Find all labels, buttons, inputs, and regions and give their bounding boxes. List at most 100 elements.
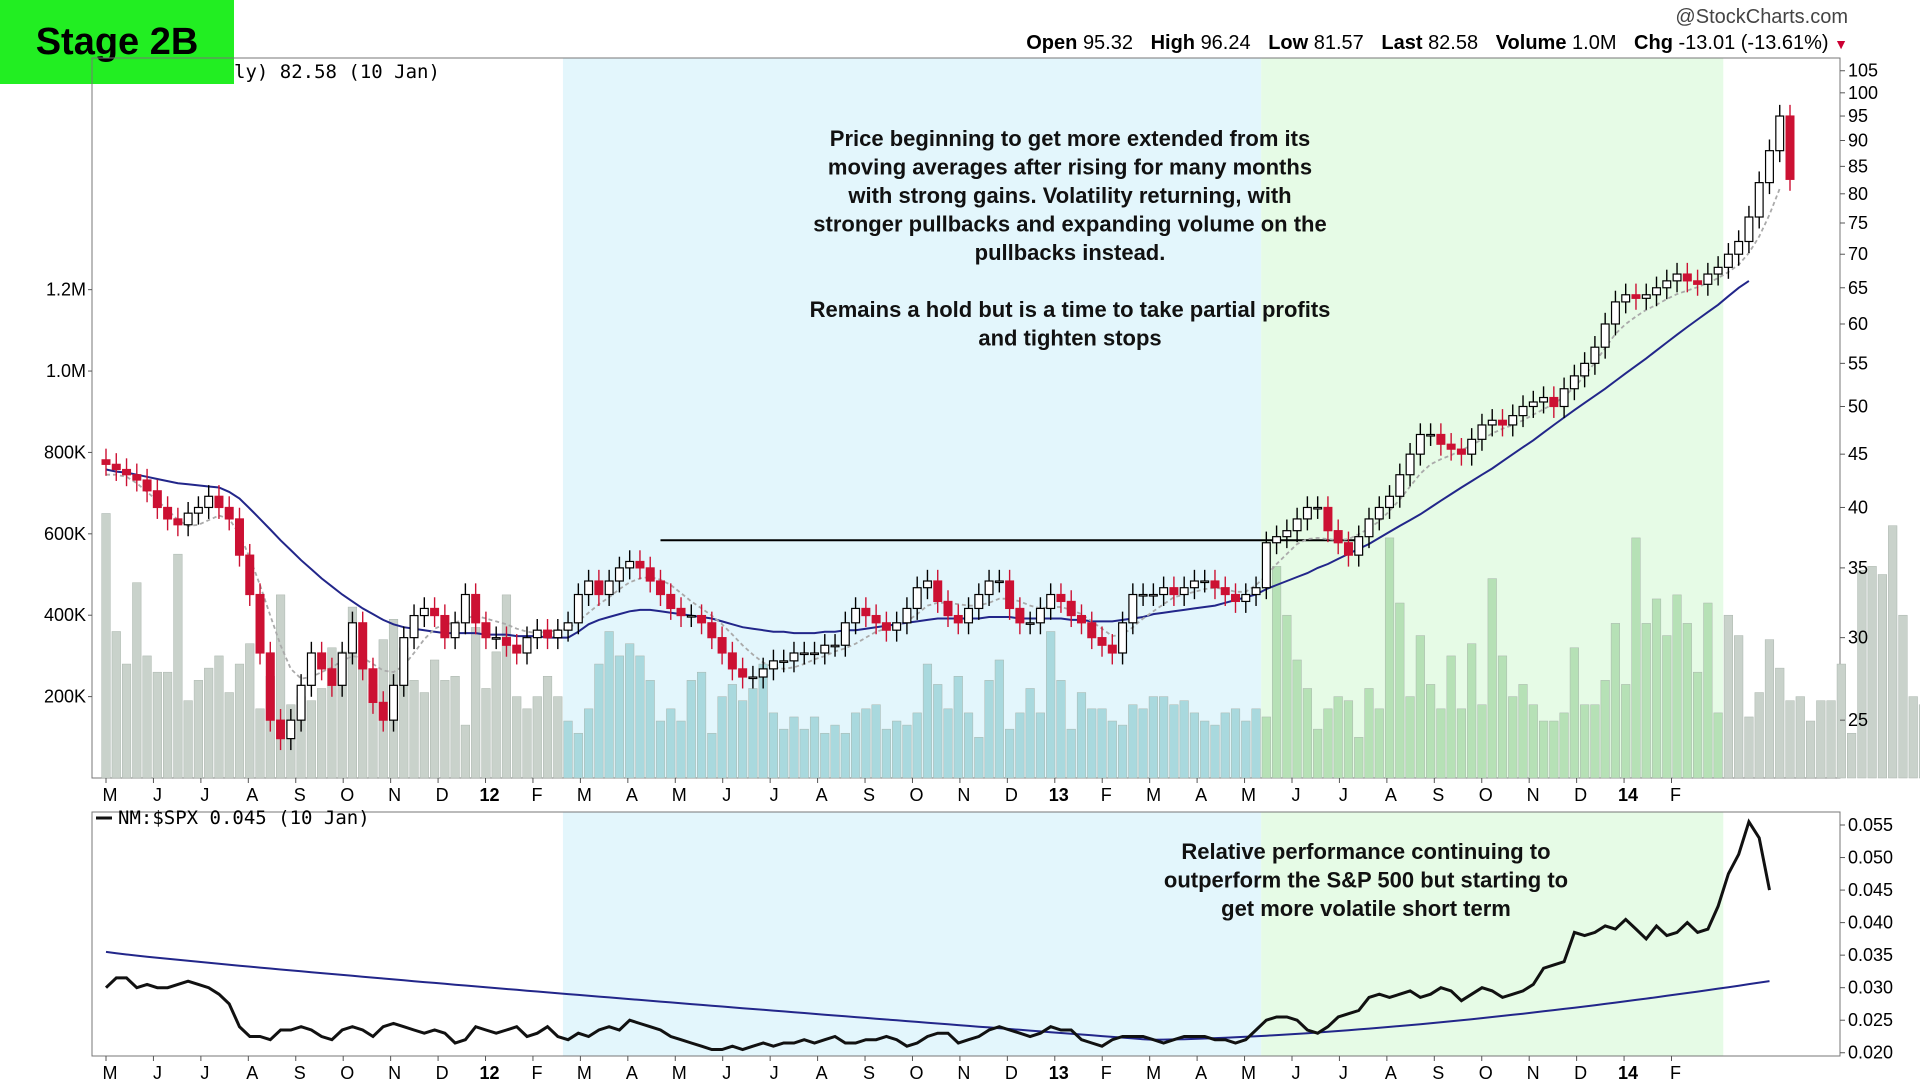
candle-body [563,622,573,631]
volume-bar [1703,602,1713,779]
volume-bar [1518,684,1528,779]
volume-bar [419,692,429,779]
volume-bar [861,708,871,779]
candle-body [306,652,316,686]
volume-bar [512,696,522,779]
rs-month-label: J [722,1063,731,1080]
candle-body [810,652,820,656]
rs-month-label: A [1195,1063,1207,1080]
volume-axis-label: 600K [44,524,86,544]
volume-bar [1487,578,1497,779]
candle-body [543,629,553,639]
candle-body [1313,506,1323,510]
volume-axis-label: 1.2M [46,280,86,300]
volume-bar [994,659,1004,779]
candle-body [881,622,891,631]
price-month-label: S [863,785,875,805]
price-axis-label: 90 [1848,131,1868,151]
volume-axis-label: 1.0M [46,361,86,381]
price-month-label: J [1291,785,1300,805]
price-axis-label: 30 [1848,628,1868,648]
volume-bar [1744,716,1754,779]
candle-body [1467,438,1477,455]
volume-bar [460,724,470,779]
volume-bar [1282,614,1292,779]
candle-body [1220,587,1230,596]
candle-body [450,622,460,639]
price-annotation-line: pullbacks instead. [975,240,1166,265]
candle-body [1251,587,1261,596]
volume-bar [614,655,624,779]
candle-body [214,495,224,509]
volume-bar [1600,680,1610,779]
rs-month-label: M [672,1063,687,1080]
rs-month-label: F [531,1063,542,1080]
volume-bar [1621,684,1631,779]
price-axis-label: 80 [1848,184,1868,204]
volume-bar [142,655,152,779]
volume-bar [481,688,491,779]
rs-month-label: J [1291,1063,1300,1080]
volume-bar [984,680,994,779]
chg-label: Chg [1634,32,1673,54]
candle-body [1590,346,1600,364]
price-axis-label: 75 [1848,213,1868,233]
rs-panel-frame [91,811,1841,1057]
price-axis-label: 50 [1848,396,1868,416]
rs-month-label: D [1005,1063,1018,1080]
volume-bar [275,594,286,779]
volume-bar [1580,704,1590,779]
candle-body [501,637,511,646]
price-month-label: O [1479,785,1493,805]
candle-body [1189,580,1199,589]
volume-bar [676,720,686,779]
candle-body [686,614,696,618]
candle-body [481,622,491,639]
candle-body [1508,415,1518,426]
candle-body [296,684,306,721]
volume-bar [1323,708,1333,779]
volume-bar [1005,728,1015,779]
quote-bar: Open 95.32 High 96.24 Low 81.57 Last 82.… [1026,32,1848,55]
candle-body [902,607,912,624]
volume-bar [1076,692,1087,779]
candle-body [1652,287,1662,296]
price-month-label: J [722,785,731,805]
candle-body [1005,580,1015,610]
rs-month-label: A [816,1063,828,1080]
volume-bar [501,594,512,779]
candle-body [1056,593,1066,603]
rs-month-label: S [294,1063,306,1080]
volume-bar [953,676,963,779]
price-month-label: D [436,785,449,805]
candle-body [1713,266,1723,275]
volume-bar [974,737,984,779]
candle-body [471,593,481,624]
rs-month-label: 14 [1618,1063,1638,1080]
candle-body [1631,294,1641,299]
volume-bar [152,671,162,779]
volume-bar [1497,655,1508,779]
candle-body [707,622,717,639]
price-axis-label: 65 [1848,278,1868,298]
candle-body [1426,433,1436,437]
candle-body [399,637,409,686]
candle-body [276,719,286,740]
candle-body [1734,240,1744,255]
volume-bar [666,708,676,779]
volume-bar [121,663,132,779]
candle-body [1035,607,1045,624]
rs-month-label: J [770,1063,779,1080]
volume-bar [686,680,696,779]
candle-body [409,614,419,639]
candle-body [1138,593,1148,597]
rs-ratio-line [104,818,1771,1052]
volume-bar [1374,708,1384,779]
relative-strength-panel: M J J A S O N D 12 F M A M J J A S O N D 13 F M A M J J A S O N D 14 F 0.0… [91,807,1893,1080]
rs-annotation-line: get more volatile short term [1221,896,1511,921]
candle-body [1477,424,1487,440]
volume-bar [1395,602,1405,779]
candle-body [820,644,830,654]
volume-bar [1210,724,1220,779]
volume-bar [440,680,450,779]
